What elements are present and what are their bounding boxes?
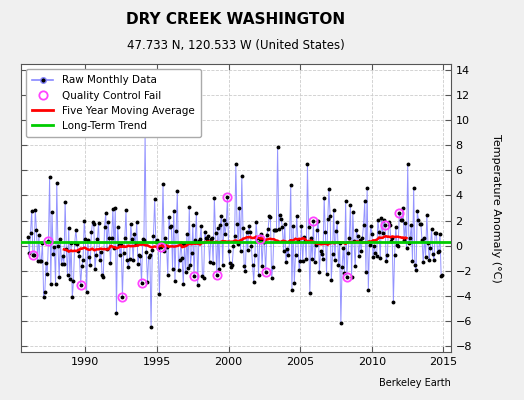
- Y-axis label: Temperature Anomaly (°C): Temperature Anomaly (°C): [492, 134, 501, 282]
- Legend: Raw Monthly Data, Quality Control Fail, Five Year Moving Average, Long-Term Tren: Raw Monthly Data, Quality Control Fail, …: [26, 69, 201, 137]
- Text: DRY CREEK WASHINGTON: DRY CREEK WASHINGTON: [126, 12, 345, 26]
- Text: Berkeley Earth: Berkeley Earth: [379, 378, 451, 388]
- Text: 47.733 N, 120.533 W (United States): 47.733 N, 120.533 W (United States): [127, 40, 345, 52]
